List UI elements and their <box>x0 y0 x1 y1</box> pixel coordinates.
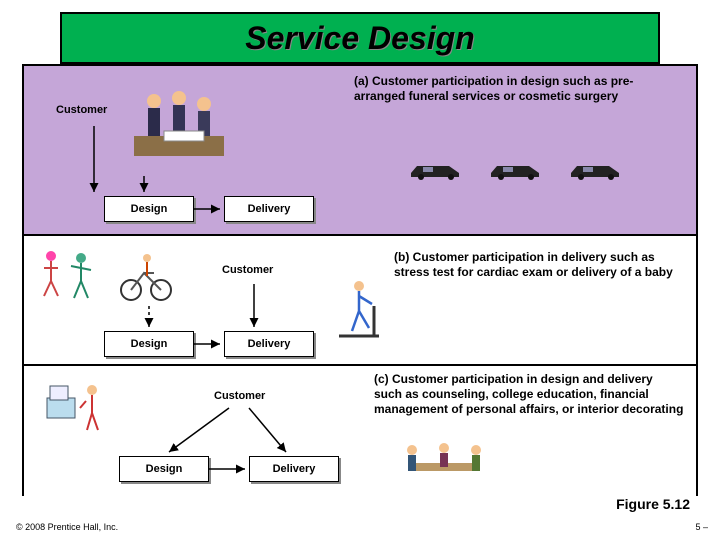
computer-desk-icon <box>42 378 112 443</box>
section-a: (a) Customer participation in design suc… <box>24 66 696 236</box>
page-title: Service Design <box>245 20 474 57</box>
copyright-text: © 2008 Prentice Hall, Inc. <box>16 522 118 532</box>
section-b: (b) Customer participation in delivery s… <box>24 236 696 366</box>
businesspeople-icon <box>134 86 224 161</box>
treadmill-icon <box>334 276 389 351</box>
car-icon <box>409 161 465 181</box>
title-bar: Service Design <box>60 12 660 64</box>
bike-icon <box>119 248 174 308</box>
node-customer-c: Customer <box>214 390 265 402</box>
diagram-container: (a) Customer participation in design suc… <box>22 64 698 496</box>
page-number: 5 – <box>695 522 708 532</box>
section-c: (c) Customer participation in design and… <box>24 366 696 496</box>
figure-label: Figure 5.12 <box>616 496 690 512</box>
car-icon <box>569 161 625 181</box>
meeting-icon <box>394 438 494 493</box>
caption-c: (c) Customer participation in design and… <box>374 372 684 417</box>
node-customer-a: Customer <box>56 104 107 116</box>
node-delivery-a: Delivery <box>224 196 314 222</box>
node-design-c: Design <box>119 456 209 482</box>
node-delivery-c: Delivery <box>249 456 339 482</box>
node-delivery-b: Delivery <box>224 331 314 357</box>
node-design-a: Design <box>104 196 194 222</box>
node-design-b: Design <box>104 331 194 357</box>
exercise-icon <box>36 246 106 311</box>
car-icon <box>489 161 545 181</box>
caption-b: (b) Customer participation in delivery s… <box>394 250 674 280</box>
caption-a: (a) Customer participation in design suc… <box>354 74 664 104</box>
node-customer-b: Customer <box>222 264 273 276</box>
